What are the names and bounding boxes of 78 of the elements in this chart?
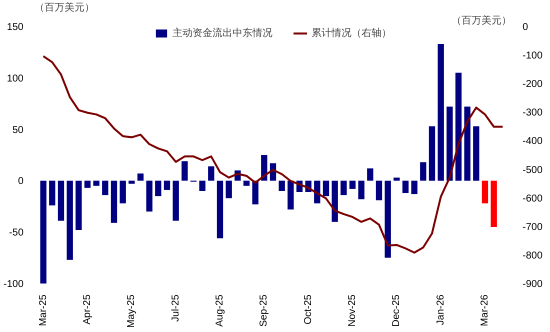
bar bbox=[438, 44, 444, 181]
bar bbox=[402, 180, 409, 194]
y2-tick-label: -900 bbox=[522, 279, 543, 290]
bar bbox=[322, 180, 330, 196]
bar bbox=[172, 180, 179, 221]
bar bbox=[376, 180, 382, 200]
x-tick-label: Jan-26 bbox=[435, 294, 446, 326]
y-tick-label: 150 bbox=[6, 22, 24, 33]
y2-axis-title: （百万美元） bbox=[452, 14, 512, 26]
bar bbox=[243, 180, 250, 186]
bar bbox=[226, 180, 232, 198]
bar bbox=[155, 180, 162, 196]
bar bbox=[340, 180, 347, 196]
bar bbox=[464, 106, 470, 181]
bar bbox=[332, 180, 338, 222]
bar bbox=[40, 180, 46, 284]
y-tick-label: 0 bbox=[18, 176, 24, 188]
y-tick-label: 50 bbox=[12, 124, 24, 136]
bar bbox=[208, 166, 214, 181]
bar bbox=[490, 180, 497, 227]
bar bbox=[394, 178, 400, 181]
bar bbox=[120, 180, 126, 204]
bar bbox=[76, 180, 82, 230]
bar bbox=[102, 180, 108, 196]
y2-tick-label: -600 bbox=[522, 193, 543, 204]
bar bbox=[146, 180, 152, 212]
bar bbox=[288, 180, 294, 210]
y2-tick-label: -300 bbox=[522, 108, 543, 119]
bar bbox=[128, 180, 135, 184]
y2-tick-label: -800 bbox=[522, 250, 543, 262]
bar bbox=[199, 180, 206, 191]
line-series bbox=[42, 55, 504, 254]
x-tick-label: Aug-25 bbox=[214, 294, 226, 327]
x-tick-label: May-25 bbox=[126, 294, 138, 328]
x-tick-label: Sep-25 bbox=[258, 294, 270, 327]
y-tick-label: 100 bbox=[6, 73, 24, 84]
bar bbox=[358, 180, 364, 200]
y-axis-title: （百万美元） bbox=[34, 2, 94, 14]
bar bbox=[84, 180, 91, 188]
y2-tick-label: -500 bbox=[522, 164, 543, 176]
x-tick-label: Mar-26 bbox=[480, 294, 490, 326]
x-tick-label: Nov-25 bbox=[347, 294, 358, 327]
bar bbox=[110, 180, 118, 223]
y2-tick-label: 0 bbox=[522, 22, 528, 33]
x-tick-label: Apr-25 bbox=[82, 294, 93, 325]
y2-tick-label: -400 bbox=[522, 136, 543, 148]
x-tick-label: Dec-25 bbox=[391, 294, 402, 327]
bar bbox=[473, 126, 480, 181]
bar bbox=[428, 126, 436, 181]
y-tick-label: -100 bbox=[3, 279, 24, 290]
bar bbox=[411, 180, 418, 194]
x-tick-label: Mar-25 bbox=[38, 294, 49, 326]
bar bbox=[182, 161, 188, 181]
y2-tick-label: -200 bbox=[522, 79, 543, 90]
bar bbox=[49, 180, 56, 206]
bar bbox=[482, 180, 488, 204]
bar bbox=[278, 180, 285, 191]
bar bbox=[384, 180, 391, 258]
bar bbox=[164, 180, 170, 190]
bar bbox=[137, 174, 144, 181]
legend-label: 主动资金流出中东情况 bbox=[172, 26, 272, 40]
y2-tick-label: -700 bbox=[522, 222, 543, 233]
legend-label: 累计情况（右轴） bbox=[312, 26, 392, 40]
bar bbox=[455, 72, 462, 181]
bar bbox=[66, 180, 73, 260]
y-tick-label: -50 bbox=[9, 228, 24, 239]
bar bbox=[349, 180, 356, 189]
bar bbox=[93, 180, 100, 186]
y2-tick-label: -100 bbox=[522, 50, 543, 62]
bar bbox=[252, 180, 258, 204]
bar bbox=[367, 168, 374, 181]
bar bbox=[420, 162, 426, 181]
bar bbox=[261, 155, 268, 181]
bar bbox=[216, 180, 224, 238]
x-tick-label: Oct-25 bbox=[302, 294, 314, 325]
bar bbox=[446, 106, 453, 181]
x-tick-label: Jul-25 bbox=[170, 294, 182, 322]
bar bbox=[58, 180, 64, 221]
